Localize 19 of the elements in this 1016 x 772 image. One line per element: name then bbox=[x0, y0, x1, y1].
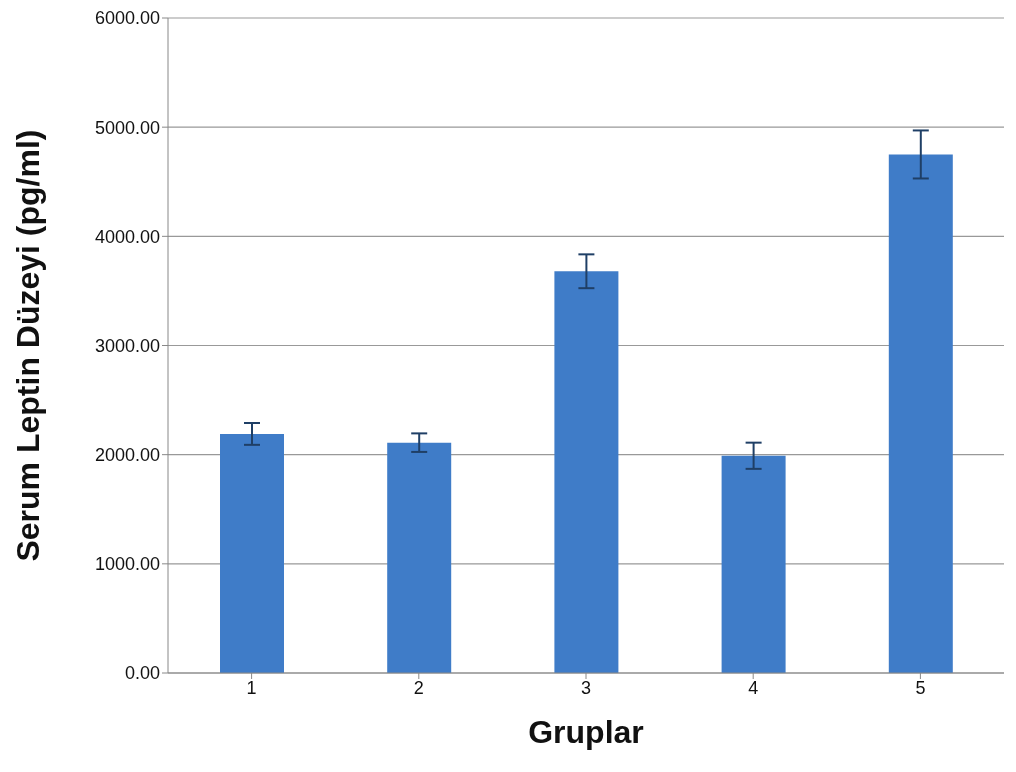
bar bbox=[721, 455, 786, 673]
bar bbox=[220, 433, 284, 673]
bar bbox=[888, 154, 953, 673]
bar bbox=[387, 442, 452, 673]
x-tick-label: 3 bbox=[580, 677, 592, 698]
bar bbox=[554, 271, 619, 673]
y-tick-label: 2000.00 bbox=[94, 445, 160, 466]
y-tick-label: 5000.00 bbox=[94, 117, 160, 138]
y-tick-label: 0.00 bbox=[124, 663, 160, 684]
y-tick-label: 6000.00 bbox=[94, 8, 160, 29]
y-tick-label: 1000.00 bbox=[94, 554, 160, 575]
x-tick-label: 4 bbox=[748, 677, 759, 698]
x-tick-label: 1 bbox=[246, 677, 257, 698]
x-tick-label: 5 bbox=[915, 677, 926, 698]
y-tick-label: 4000.00 bbox=[94, 226, 160, 247]
y-tick-label: 3000.00 bbox=[94, 335, 160, 356]
y-axis-title: Serum Leptin Düzeyi (pg/ml) bbox=[10, 129, 47, 562]
x-tick-label: 2 bbox=[413, 677, 424, 698]
x-axis-title: Gruplar bbox=[528, 714, 644, 750]
